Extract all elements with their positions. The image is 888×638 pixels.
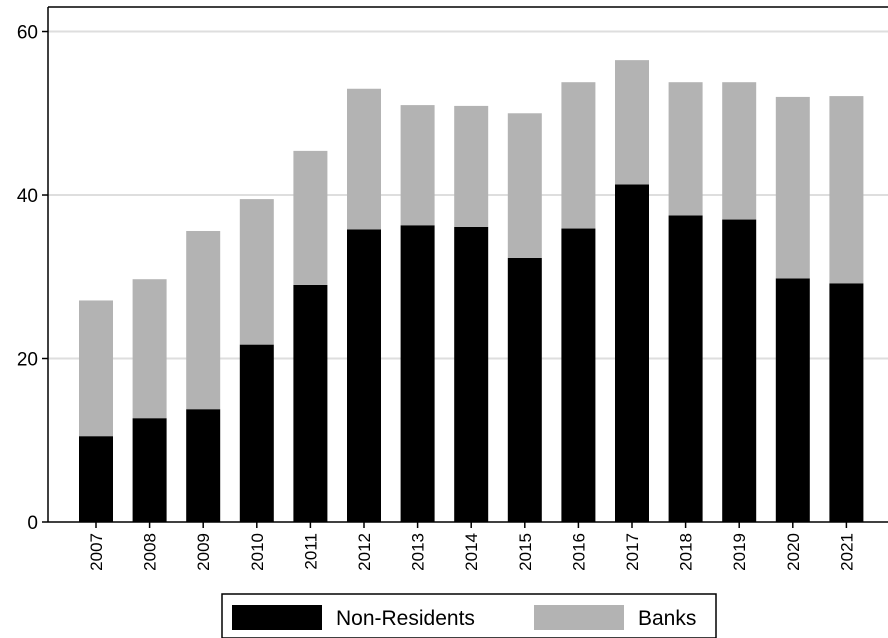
x-tick-label: 2007	[87, 533, 106, 571]
x-tick-label: 2015	[516, 533, 535, 571]
x-tick-label: 2018	[677, 533, 696, 571]
x-tick-label: 2008	[141, 533, 160, 571]
bar-banks-2015	[507, 113, 542, 258]
bar-non-residents-2011	[293, 284, 328, 522]
x-tick-label: 2019	[730, 533, 749, 571]
x-tick-label: 2014	[462, 533, 481, 571]
x-tick-label: 2016	[569, 533, 588, 571]
x-tick-label: 2020	[784, 533, 803, 571]
x-ticks: 2007 2008 2009 2010 2011 2012 2013 2014 2015 2016…	[87, 522, 856, 571]
bar-non-residents-2019	[722, 219, 757, 523]
bar-banks-2018	[668, 82, 703, 216]
legend-swatch-non-residents	[232, 605, 322, 630]
bar-banks-2012	[347, 88, 381, 230]
bar-non-residents-2009	[186, 409, 221, 522]
axes	[47, 6, 888, 523]
bar-banks-2019	[722, 82, 757, 220]
bar-non-residents-2017	[615, 184, 649, 522]
bar-non-residents-2010	[239, 344, 274, 522]
y-tick-label: 40	[17, 186, 38, 207]
bar-banks-2020	[775, 96, 810, 279]
bar-banks-2014	[454, 105, 489, 227]
legend-swatch-banks	[534, 605, 624, 630]
bar-banks-2013	[400, 105, 435, 226]
x-tick-label: 2010	[248, 533, 267, 571]
x-tick-label: 2012	[355, 533, 374, 571]
bar-banks-2016	[561, 82, 596, 229]
bar-banks-2007	[79, 300, 113, 437]
y-ticks: 0 20 40 60	[17, 23, 48, 534]
legend-label-non-residents: Non-Residents	[336, 607, 475, 630]
bar-non-residents-2016	[561, 228, 596, 523]
x-tick-label: 2013	[409, 533, 428, 571]
bar-non-residents-2007	[79, 436, 113, 522]
bar-non-residents-2021	[829, 283, 864, 522]
x-tick-label: 2009	[194, 533, 213, 571]
y-tick-label: 20	[17, 350, 38, 371]
bar-non-residents-2008	[132, 418, 167, 522]
bar-non-residents-2015	[507, 257, 542, 522]
x-tick-label: 2017	[623, 533, 642, 571]
bar-banks-2017	[615, 60, 649, 185]
y-tick-label: 60	[17, 23, 38, 44]
legend: Non-Residents Banks	[221, 593, 717, 638]
bar-non-residents-2020	[775, 278, 810, 522]
bar-non-residents-2018	[668, 215, 703, 522]
bar-banks-2011	[293, 150, 328, 285]
bar-banks-2008	[132, 279, 167, 419]
bar-banks-2009	[186, 230, 221, 410]
bar-non-residents-2012	[347, 229, 381, 522]
y-tick-label: 0	[27, 513, 38, 534]
bar-non-residents-2014	[454, 226, 489, 522]
legend-label-banks: Banks	[638, 607, 696, 630]
x-tick-label: 2021	[837, 533, 856, 571]
bar-banks-2021	[829, 96, 864, 284]
bar-non-residents-2013	[400, 225, 435, 522]
bars	[79, 60, 864, 523]
x-tick-label: 2011	[301, 533, 320, 570]
bar-banks-2010	[239, 199, 274, 345]
